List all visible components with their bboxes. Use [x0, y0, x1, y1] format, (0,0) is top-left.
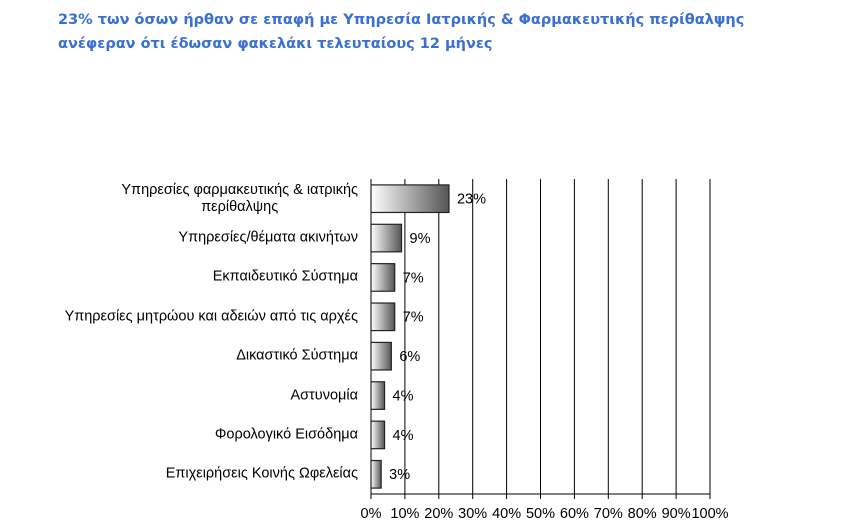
x-tick-label: 70%: [594, 506, 623, 522]
x-tick-label: 30%: [458, 506, 487, 522]
data-label: 7%: [403, 270, 424, 286]
chart-title: 23% των όσων ήρθαν σε επαφή με Υπηρεσία …: [58, 12, 745, 28]
y-tick-label: Αστυνομία: [290, 387, 358, 404]
x-tick-label: 50%: [526, 506, 555, 522]
bar: [370, 263, 396, 292]
bar: [370, 420, 386, 450]
bar: [370, 459, 382, 489]
x-tick-label: 60%: [560, 506, 589, 522]
y-tick-label: Φορολογικό Εισόδημα: [214, 426, 358, 443]
x-tick-label: 80%: [628, 506, 657, 522]
data-label: 23%: [457, 192, 486, 208]
y-tick-label: Δικαστικό Σύστημα: [236, 347, 358, 364]
x-tick-label: 100%: [691, 506, 728, 522]
data-label: 9%: [410, 231, 431, 247]
x-tick-label: 0%: [361, 506, 382, 522]
bar: [370, 302, 396, 332]
chart-title: ανέφεραν ότι έδωσαν φακελάκι τελευταίους…: [58, 36, 493, 52]
x-tick-label: 10%: [390, 506, 419, 522]
y-tick-label: Επιχειρήσεις Κοινής Ωφελείας: [165, 465, 358, 482]
y-tick-label: Υπηρεσίες φαρμακευτικής & ιατρικής περίθ…: [121, 181, 358, 215]
data-label: 6%: [399, 349, 420, 365]
bar: [370, 223, 403, 253]
x-tick-label: 90%: [662, 506, 691, 522]
bar: [370, 381, 386, 410]
bar: [370, 184, 450, 214]
data-label: 4%: [393, 428, 414, 444]
y-tick-label: Υπηρεσίες/θέματα ακινήτων: [178, 229, 358, 246]
x-tick-label: 40%: [492, 506, 521, 522]
data-label: 7%: [403, 310, 424, 326]
bar: [370, 341, 392, 371]
x-tick-label: 20%: [424, 506, 453, 522]
data-label: 4%: [393, 388, 414, 404]
data-label: 3%: [389, 467, 410, 483]
y-tick-label: Εκπαιδευτικό Σύστημα: [212, 268, 358, 285]
y-tick-label: Υπηρεσίες μητρώου και αδειών από τις αρχ…: [64, 308, 358, 325]
